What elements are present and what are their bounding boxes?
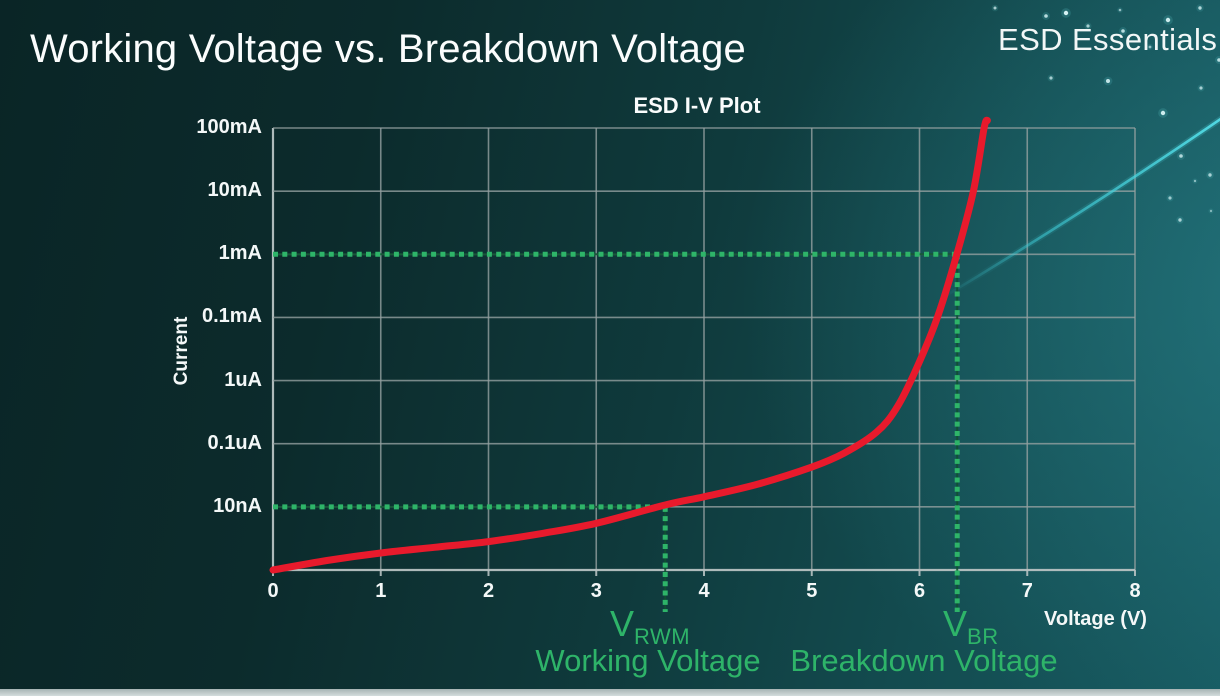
star-dot bbox=[1165, 17, 1171, 23]
iv-curve bbox=[269, 116, 991, 574]
star-dot bbox=[1160, 110, 1166, 116]
star-dot bbox=[993, 6, 997, 10]
x-tick-label: 6 bbox=[913, 580, 926, 602]
star-dot bbox=[1198, 6, 1202, 10]
star-dot bbox=[1086, 24, 1090, 28]
star-dot bbox=[1208, 173, 1212, 177]
star-dot bbox=[1044, 14, 1048, 18]
star-dot bbox=[1049, 76, 1053, 80]
y-tick-label: 100mA bbox=[196, 116, 262, 138]
y-tick-label: 0.1uA bbox=[207, 431, 262, 454]
star-dot bbox=[1106, 79, 1110, 83]
star-dot bbox=[1063, 10, 1069, 16]
chart-title: ESD I-V Plot bbox=[633, 93, 761, 118]
swoosh-line bbox=[941, 117, 1220, 300]
breakdown-voltage-caption: Breakdown Voltage bbox=[790, 643, 1058, 678]
x-tick-label: 7 bbox=[1021, 580, 1033, 602]
y-tick-label: 1mA bbox=[218, 242, 262, 265]
x-tick-label: 3 bbox=[590, 580, 602, 602]
star-dot bbox=[1209, 209, 1213, 213]
x-axis-title: Voltage (V) bbox=[1044, 608, 1147, 630]
y-tick-label: 10nA bbox=[213, 494, 262, 517]
vrwm-subscript: RWM bbox=[634, 624, 691, 649]
y-tick-label: 1uA bbox=[224, 368, 262, 391]
x-tick-label: 4 bbox=[698, 580, 710, 602]
working-voltage-caption: Working Voltage bbox=[535, 643, 761, 678]
star-dot bbox=[1148, 45, 1152, 49]
star-dot bbox=[1217, 58, 1220, 62]
brand-label: ESD Essentials bbox=[998, 22, 1218, 57]
vrwm-symbol: V bbox=[610, 603, 635, 644]
star-dot bbox=[1179, 154, 1183, 158]
x-tick-label: 8 bbox=[1129, 580, 1141, 602]
x-tick-label: 0 bbox=[267, 580, 279, 602]
star-dot bbox=[1193, 179, 1197, 183]
star-dot bbox=[1168, 196, 1172, 200]
vrwm-label: VRWM bbox=[610, 603, 690, 648]
x-tick-label: 1 bbox=[375, 580, 387, 602]
x-tick-label: 5 bbox=[806, 580, 818, 602]
bottom-edge-strip bbox=[0, 689, 1220, 696]
y-tick-label: 0.1mA bbox=[201, 305, 262, 328]
page-title: Working Voltage vs. Breakdown Voltage bbox=[30, 27, 746, 71]
vbr-subscript: BR bbox=[967, 624, 999, 649]
star-dot bbox=[1118, 8, 1122, 12]
y-tick-label: 10mA bbox=[207, 179, 262, 202]
star-dot bbox=[1121, 29, 1125, 33]
star-dot bbox=[1199, 86, 1203, 90]
star-dot bbox=[1178, 218, 1182, 222]
vbr-symbol: V bbox=[943, 603, 968, 644]
vbr-label: VBR bbox=[943, 603, 999, 648]
x-tick-label: 2 bbox=[482, 580, 495, 602]
